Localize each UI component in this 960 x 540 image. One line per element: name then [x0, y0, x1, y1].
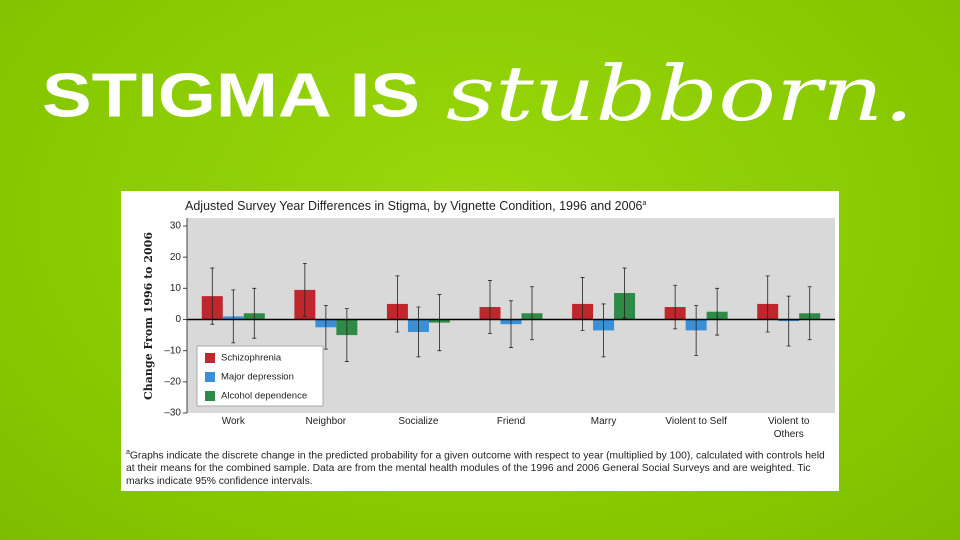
- error-bar: [601, 303, 606, 358]
- footnote: aGraphs indicate the discrete change in …: [126, 446, 832, 488]
- x-tick-label: Friend: [496, 416, 526, 427]
- error-bar: [210, 267, 215, 325]
- error-bar: [416, 306, 421, 358]
- error-bar: [395, 275, 400, 333]
- error-bar: [302, 263, 307, 317]
- error-bar: [509, 300, 513, 348]
- y-tick-label: –20: [164, 376, 181, 387]
- y-tick-label: 10: [170, 283, 182, 294]
- error-bar: [765, 275, 770, 333]
- y-tick-label: –30: [164, 408, 181, 419]
- headline-bold: STIGMA IS: [42, 61, 420, 130]
- error-bar: [344, 308, 349, 362]
- error-bar: [437, 294, 442, 352]
- footnote-text: Graphs indicate the discrete change in t…: [126, 450, 825, 488]
- legend-box: [196, 345, 324, 407]
- x-tick-label: Marry: [590, 416, 617, 427]
- footnote-marker: a: [126, 449, 130, 456]
- error-bar: [252, 287, 257, 339]
- error-bar: [323, 305, 328, 350]
- legend-swatch: [205, 391, 215, 401]
- legend-label: Alcohol dependence: [221, 391, 307, 402]
- y-tick-label: 0: [175, 314, 181, 325]
- chart-title: Adjusted Survey Year Differences in Stig…: [185, 199, 646, 213]
- error-bar: [715, 287, 720, 336]
- error-bar: [231, 289, 236, 344]
- x-tick-label: Work: [221, 416, 245, 427]
- error-bar: [694, 305, 699, 356]
- x-tick-label: Violent to Self: [665, 416, 727, 427]
- title-marker: a: [642, 200, 646, 207]
- y-axis-label: Change From 1996 to 2006: [142, 232, 155, 400]
- headline-italic: stubborn.: [446, 49, 914, 138]
- y-tick-label: 30: [170, 221, 182, 232]
- chart-title-text: Adjusted Survey Year Differences in Stig…: [185, 199, 643, 213]
- x-tick-label: Violent to Others: [767, 416, 810, 440]
- x-tick-label: Neighbor: [305, 416, 347, 427]
- legend-swatch: [205, 372, 215, 382]
- error-bar: [580, 277, 585, 331]
- error-bar: [622, 267, 627, 319]
- legend-label: Schizophrenia: [221, 353, 282, 364]
- error-bar: [673, 284, 678, 330]
- x-tick-label: Socialize: [398, 416, 439, 427]
- y-tick-label: 20: [170, 252, 182, 263]
- error-bar: [488, 280, 492, 334]
- legend-swatch: [205, 353, 215, 363]
- error-bar: [807, 286, 812, 341]
- legend-label: Major depression: [221, 372, 294, 383]
- error-bar: [530, 286, 534, 341]
- y-tick-label: –10: [164, 345, 181, 356]
- error-bar: [786, 295, 791, 347]
